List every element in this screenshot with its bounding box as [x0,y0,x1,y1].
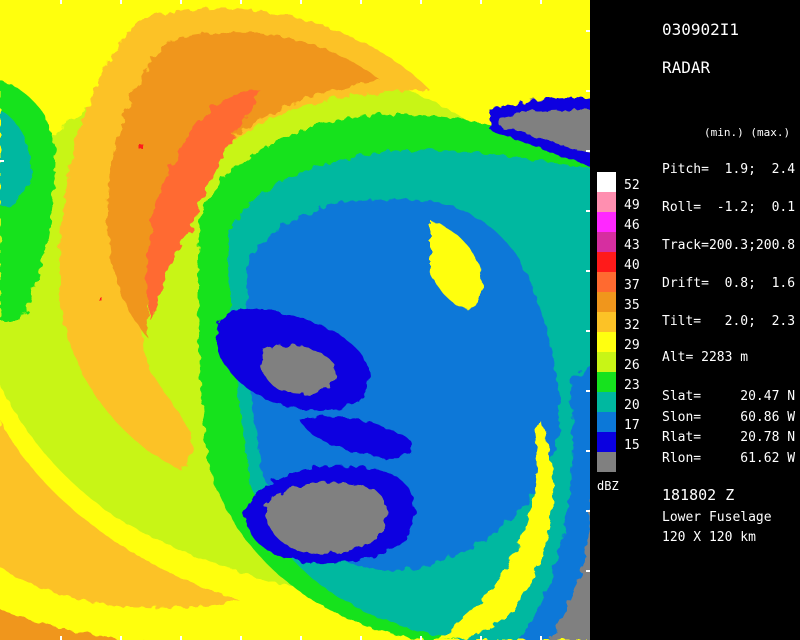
colorbar-tick-label: 46 [624,218,640,233]
colorbar-tick-label: 20 [624,398,640,413]
colorbar-tick-label: 17 [624,418,640,433]
colorbar-tick-label: 35 [624,298,640,313]
colorbar-tick-label: 37 [624,278,640,293]
colorbar-swatch [597,352,616,372]
colorbar-swatch [597,172,616,192]
colorbar-swatch [597,332,616,352]
colorbar-swatch [597,312,616,332]
minmax-header: (min.) (max.) [704,126,791,139]
colorbar-swatch [597,292,616,312]
tilt-readout: Tilt= 2.0; 2.3 [662,314,796,329]
colorbar-unit-label: dBZ [597,479,619,493]
colorbar-swatch [597,412,616,432]
roll-readout: Roll= -1.2; 0.1 [662,200,796,215]
colorbar-tick-label: 40 [624,258,640,273]
colorbar-swatch [597,372,616,392]
rlon-readout: Rlon= 61.62 W [662,451,796,466]
reflectivity-colorbar [597,172,616,472]
extent-label: 120 X 120 km [662,530,756,545]
colorbar-swatch [597,272,616,292]
colorbar-swatch [597,432,616,452]
colorbar-tick-label: 49 [624,198,640,213]
colorbar-tick-label: 15 [624,438,640,453]
colorbar-tick-label: 52 [624,178,640,193]
drift-readout: Drift= 0.8; 1.6 [662,276,796,291]
colorbar-tick-label: 26 [624,358,640,373]
colorbar-tick-label: 29 [624,338,640,353]
colorbar-tick-label: 32 [624,318,640,333]
colorbar-swatch [597,452,616,472]
rlat-readout: Rlat= 20.78 N [662,430,796,445]
pitch-readout: Pitch= 1.9; 2.4 [662,162,796,177]
product-name: RADAR [662,58,711,77]
slon-readout: Slon= 60.86 W [662,410,796,425]
colorbar-swatch [597,392,616,412]
colorbar-tick-label: 43 [624,238,640,253]
radar-reflectivity-image [0,0,590,640]
colorbar-swatch [597,232,616,252]
colorbar-swatch [597,252,616,272]
colorbar-tick-label: 23 [624,378,640,393]
time-label: 181802 Z [662,486,735,504]
colorbar-swatch [597,212,616,232]
track-readout: Track=200.3;200.8 [662,238,796,253]
flight-id: 030902I1 [662,20,740,39]
colorbar-swatch [597,192,616,212]
antenna-label: Lower Fuselage [662,510,772,525]
slat-readout: Slat= 20.47 N [662,389,796,404]
altitude-readout: Alt= 2283 m [662,350,749,365]
